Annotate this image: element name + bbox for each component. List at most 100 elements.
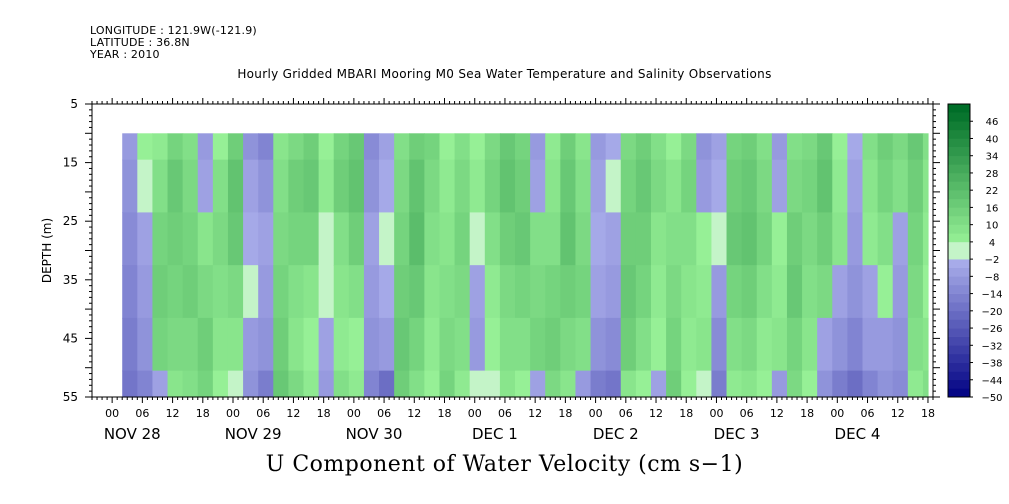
- heatmap-cell: [137, 133, 154, 161]
- heatmap-cell: [877, 133, 894, 161]
- x-day-label: DEC 1: [472, 425, 518, 443]
- heatmap-cell: [182, 212, 199, 266]
- heatmap-cell: [167, 265, 184, 319]
- heatmap-cell: [802, 317, 818, 372]
- colorbar-swatch: [948, 328, 970, 337]
- heatmap-cell: [922, 212, 929, 266]
- heatmap-cell: [288, 212, 305, 266]
- y-tick-label: 55: [63, 390, 78, 404]
- y-tick-label: 15: [63, 156, 78, 170]
- colorbar-label: 28: [986, 169, 999, 180]
- heatmap-cell: [847, 159, 864, 214]
- heatmap-cell: [892, 317, 909, 372]
- heatmap-cell: [122, 133, 138, 161]
- heatmap-cell: [363, 265, 380, 319]
- heatmap-cell: [303, 212, 320, 266]
- heatmap-cell: [907, 212, 924, 266]
- heatmap-cell: [666, 265, 682, 319]
- heatmap-cell: [922, 317, 929, 372]
- heatmap-cell: [771, 212, 788, 266]
- colorbar-swatch: [948, 276, 970, 286]
- x-tick-label: 00: [830, 407, 844, 420]
- x-tick-label: 12: [649, 407, 663, 420]
- heatmap-cell: [545, 265, 561, 319]
- heatmap-cell: [424, 133, 441, 161]
- colorbar-label: −2: [985, 255, 1000, 266]
- x-tick-label: 06: [135, 407, 149, 420]
- heatmap-cell: [439, 133, 456, 161]
- heatmap-cell: [363, 159, 380, 214]
- x-tick-label: 12: [407, 407, 421, 420]
- colorbar-label: −8: [985, 272, 1000, 283]
- heatmap-cell: [152, 265, 169, 319]
- heatmap-cell: [530, 159, 546, 214]
- heatmap-cell: [152, 317, 169, 372]
- heatmap-cell: [348, 159, 365, 214]
- heatmap-cell: [802, 265, 818, 319]
- heatmap-cell: [152, 212, 169, 266]
- heatmap-cell: [786, 370, 803, 398]
- heatmap-cell: [243, 370, 259, 398]
- heatmap-cell: [786, 159, 803, 214]
- heatmap-cell: [333, 212, 350, 266]
- heatmap-cell: [847, 265, 864, 319]
- heatmap-cell: [454, 317, 471, 372]
- heatmap-cell: [348, 265, 365, 319]
- heatmap-cell: [227, 159, 244, 214]
- heatmap-cell: [303, 159, 320, 214]
- heatmap-cell: [499, 133, 516, 161]
- colorbar-swatch: [948, 336, 970, 346]
- heatmap-cell: [424, 212, 441, 266]
- heatmap-cell: [212, 159, 229, 214]
- heatmap-cell: [620, 317, 637, 372]
- heatmap-cell: [469, 317, 486, 372]
- heatmap-cell: [545, 159, 561, 214]
- colorbar-swatch: [948, 172, 970, 182]
- x-tick-label: 12: [286, 407, 300, 420]
- heatmap-cell: [258, 133, 274, 161]
- heatmap-cell: [379, 370, 395, 398]
- heatmap-cell: [469, 159, 486, 214]
- heatmap-cell: [348, 212, 365, 266]
- heatmap-cell: [318, 370, 335, 398]
- heatmap-cell: [696, 159, 713, 214]
- x-tick-label: 18: [438, 407, 452, 420]
- heatmap-cell: [726, 133, 743, 161]
- colorbar-swatch: [948, 216, 970, 225]
- colorbar-swatch: [948, 224, 970, 234]
- colorbar-swatch: [948, 129, 970, 139]
- x-day-label: NOV 30: [346, 425, 403, 443]
- heatmap-cell: [243, 133, 259, 161]
- heatmap-cell: [273, 317, 289, 372]
- heatmap-cell: [318, 317, 335, 372]
- heatmap-cell: [227, 265, 244, 319]
- heatmap-cell: [711, 370, 728, 398]
- heatmap-cell: [832, 370, 848, 398]
- heatmap-cell: [741, 317, 758, 372]
- heatmap-cell: [892, 370, 909, 398]
- heatmap-cell: [771, 370, 788, 398]
- colorbar-label: −32: [981, 341, 1002, 352]
- heatmap-cell: [530, 370, 546, 398]
- heatmap-cell: [802, 133, 818, 161]
- heatmap-cell: [212, 370, 229, 398]
- heatmap-cell: [227, 370, 244, 398]
- heatmap-cell: [711, 133, 728, 161]
- heatmap-cell: [650, 133, 667, 161]
- heatmap-cell: [273, 133, 289, 161]
- heatmap-cell: [696, 133, 713, 161]
- heatmap-cell: [817, 212, 833, 266]
- x-tick-label: 18: [317, 407, 331, 420]
- heatmap-cell: [726, 265, 743, 319]
- colorbar-swatch: [948, 284, 970, 294]
- heatmap-cell: [922, 133, 929, 161]
- heatmap-cell: [832, 133, 848, 161]
- heatmap-cell: [182, 265, 199, 319]
- heatmap-cell: [711, 159, 728, 214]
- colorbar-label: 34: [986, 152, 999, 163]
- heatmap-cell: [877, 212, 894, 266]
- heatmap-cell: [167, 370, 184, 398]
- heatmap-cell: [152, 159, 169, 214]
- heatmap-cell: [273, 159, 289, 214]
- heatmap-cell: [726, 370, 743, 398]
